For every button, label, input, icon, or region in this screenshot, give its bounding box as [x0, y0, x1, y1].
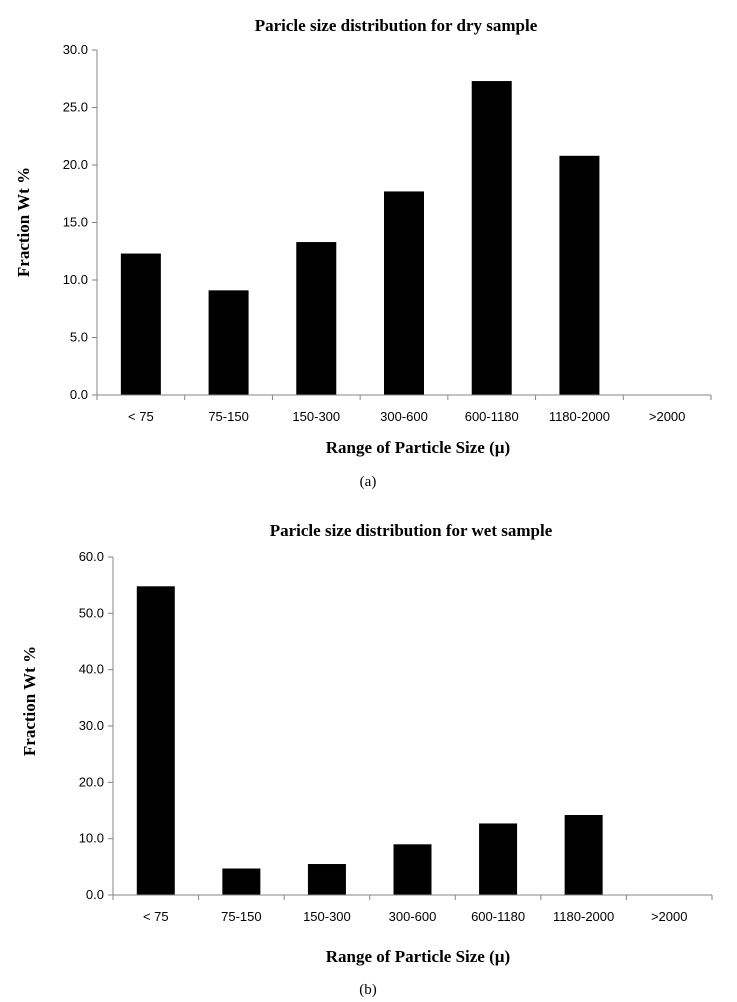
x-tick-label: 75-150 [221, 909, 261, 924]
x-tick-label: < 75 [143, 909, 169, 924]
y-tick-label: 20.0 [79, 774, 104, 789]
x-tick-label: 1180-2000 [549, 409, 610, 424]
x-tick-label: 150-300 [292, 409, 340, 424]
panel-label: (b) [359, 982, 377, 998]
bar [471, 81, 512, 396]
x-tick-label: 600-1180 [465, 409, 519, 424]
y-tick-label: 10.0 [63, 272, 88, 287]
x-tick-label: 300-600 [389, 909, 437, 924]
x-tick-label: >2000 [649, 409, 686, 424]
x-tick-label: 300-600 [380, 409, 428, 424]
x-axis-title: Range of Particle Size (µ) [326, 947, 510, 966]
y-tick-label: 20.0 [63, 157, 88, 172]
plot-area: 0.0 10.0 20.0 30.0 40.0 50.0 60.0 < 75 75-150 150… [79, 549, 713, 924]
bar [564, 815, 603, 895]
bar [479, 823, 518, 895]
bar [307, 864, 346, 895]
x-tick-label: >2000 [651, 909, 688, 924]
x-tick-label: 150-300 [303, 909, 351, 924]
chart-title: Paricle size distribution for wet sample [270, 521, 553, 540]
x-tick-label: 75-150 [208, 409, 248, 424]
bar [208, 290, 249, 395]
y-tick-label: 30.0 [63, 42, 88, 57]
y-tick-label: 0.0 [86, 887, 104, 902]
y-axis-title: Fraction Wt % [20, 646, 39, 756]
chart-dry-sample: Paricle size distribution for dry sample… [14, 16, 712, 490]
bar [384, 191, 424, 395]
y-tick-label: 25.0 [63, 100, 88, 115]
bar [120, 253, 161, 395]
chart-title: Paricle size distribution for dry sample [255, 16, 538, 35]
y-tick-label: 40.0 [79, 662, 104, 677]
y-tick-label: 60.0 [79, 549, 104, 564]
bar [559, 155, 600, 395]
y-axis-title: Fraction Wt % [14, 167, 33, 277]
y-tick-label: 50.0 [79, 605, 104, 620]
bar [393, 844, 432, 895]
x-tick-label: < 75 [128, 409, 154, 424]
bar [222, 868, 261, 895]
plot-area: 0.0 5.0 10.0 15.0 20.0 25.0 30.0 < 75 75-150 150-… [63, 42, 712, 424]
y-tick-label: 0.0 [70, 387, 88, 402]
y-tick-label: 10.0 [79, 831, 104, 846]
chart-wet-sample: Paricle size distribution for wet sample… [20, 521, 713, 998]
y-tick-label: 15.0 [63, 215, 88, 230]
y-tick-label: 30.0 [79, 718, 104, 733]
x-axis-title: Range of Particle Size (µ) [326, 438, 510, 457]
x-tick-label: 600-1180 [471, 909, 525, 924]
x-tick-label: 1180-2000 [553, 909, 614, 924]
y-tick-label: 5.0 [70, 330, 88, 345]
bar [296, 242, 337, 395]
bar [136, 586, 175, 895]
panel-label: (a) [360, 474, 377, 490]
